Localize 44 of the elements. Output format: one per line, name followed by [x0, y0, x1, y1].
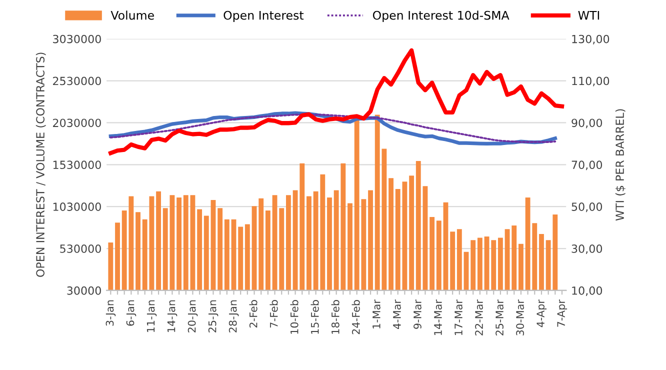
x-tick-label: 30-Mar [516, 299, 524, 336]
y-tick-label: 2030000 [53, 118, 101, 128]
y-tick-label: 3030000 [53, 34, 101, 44]
y2-tick-label: 130,00 [572, 34, 610, 44]
x-tick-label: 15-Feb [310, 300, 319, 334]
x-tick-label: 7-Feb [270, 300, 278, 328]
y2-tick-label: 10,00 [572, 286, 602, 296]
legend-label: Open Interest [224, 10, 304, 22]
x-tick-label: 17-Mar [454, 299, 462, 335]
x-tick-label: 6-Jan [126, 300, 136, 326]
x-tick-label: 25-Jan [208, 300, 218, 332]
y-tick-label: 1530000 [53, 160, 101, 170]
x-tick-label: 7-Apr [557, 299, 568, 327]
x-tick-label: 18-Feb [331, 300, 340, 334]
x-tick-label: 11-Jan [146, 300, 157, 332]
y2-tick-label: 50,00 [572, 202, 602, 212]
y2-axis-title: WTI ($ PER BARREL) [615, 109, 626, 221]
y2-tick-label: 70,00 [572, 160, 602, 170]
x-tick-label: 3-Jan [106, 300, 116, 326]
y-tick-label: 1030000 [53, 202, 101, 211]
x-tick-label: 24-Feb [352, 300, 360, 334]
y-tick-label: 2530000 [53, 76, 101, 86]
x-tick-label: 10-Feb [290, 300, 298, 334]
x-tick-label: 28-Jan [228, 300, 239, 332]
x-tick-label: 14-Jan [167, 300, 178, 332]
y2-tick-label: 110,00 [572, 76, 610, 86]
x-tick-label: 22-Mar [475, 299, 483, 336]
x-tick-label: 2-Feb [249, 300, 258, 328]
x-tick-label: 1-Mar [372, 299, 380, 328]
x-tick-label: 25-Mar [496, 299, 504, 336]
legend-label: WTI [578, 10, 600, 20]
y-axis-title: OPEN INTEREST / VOLUME (CONTRACTS) [36, 52, 46, 277]
y-tick-label: 30000 [67, 286, 101, 295]
x-tick-label: 4-Mar [393, 299, 401, 330]
x-tick-label: 4-Apr [536, 299, 547, 328]
y2-tick-label: 30,00 [572, 244, 602, 254]
line-series [108, 48, 564, 156]
x-tick-label: 14-Mar [434, 299, 442, 335]
x-tick-label: 9-Mar [414, 299, 422, 329]
x-tick-label: 20-Jan [188, 300, 198, 332]
legend-label: Volume [110, 10, 154, 20]
y-tick-label: 530000 [60, 244, 101, 253]
legend-label: Open Interest 10d-SMA [372, 10, 510, 22]
y2-tick-label: 90,00 [572, 118, 602, 128]
